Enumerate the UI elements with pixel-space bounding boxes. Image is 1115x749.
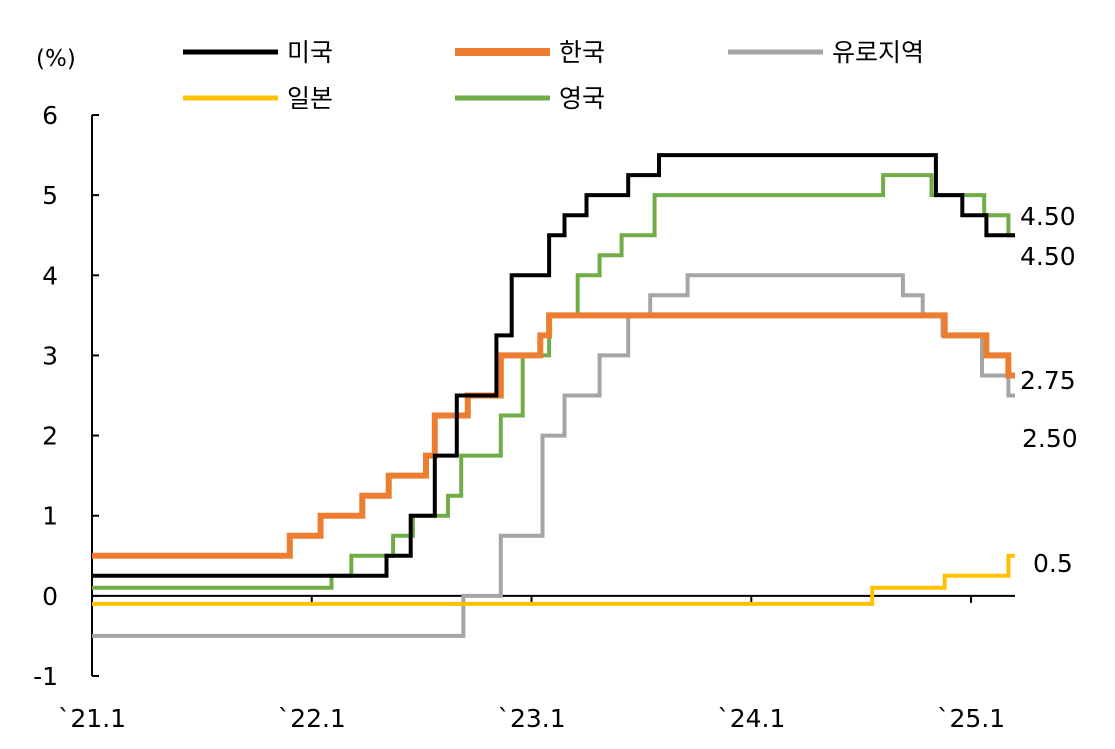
x-tick-label: `22.1 — [278, 704, 346, 733]
legend-label: 한국 — [559, 38, 605, 67]
series-line-3 — [92, 553, 1015, 606]
end-value-label: 2.50 — [1022, 424, 1078, 453]
y-tick-label: 5 — [42, 181, 58, 210]
series-layer — [92, 153, 1015, 638]
end-value-label: 2.75 — [1020, 366, 1076, 395]
y-tick-label: 4 — [42, 261, 58, 290]
y-axis-label: (%) — [36, 46, 76, 72]
series-line-1 — [92, 312, 1015, 559]
legend-label: 유로지역 — [832, 38, 924, 67]
end-value-label: 0.5 — [1033, 549, 1073, 578]
y-tick-label: 0 — [42, 582, 58, 611]
x-tick-label: `23.1 — [497, 704, 565, 733]
x-tick-label: `24.1 — [717, 704, 785, 733]
end-value-label: 4.50 — [1020, 242, 1076, 271]
y-tick-label: 2 — [42, 422, 58, 451]
x-tick-label: `25.1 — [937, 704, 1005, 733]
end-value-label: 4.50 — [1020, 202, 1076, 231]
y-tick-label: 3 — [42, 341, 58, 370]
y-tick-label: 6 — [42, 101, 58, 130]
series-line-0 — [92, 153, 1015, 578]
legend-label: 영국 — [559, 84, 605, 113]
y-tick-label: -1 — [33, 662, 58, 691]
legend-label: 미국 — [287, 38, 333, 67]
series-line-2 — [92, 273, 1015, 638]
y-tick-label: 1 — [42, 502, 58, 531]
axes-layer — [91, 114, 1015, 677]
x-tick-label: `21.1 — [58, 704, 126, 733]
legend-label: 일본 — [287, 84, 333, 113]
label-layer: 6 5 4 3 2 1 0 -1 (%) `21.1 `22.1 `23.1 `24.1 `25.1 4.5… — [33, 46, 1078, 733]
